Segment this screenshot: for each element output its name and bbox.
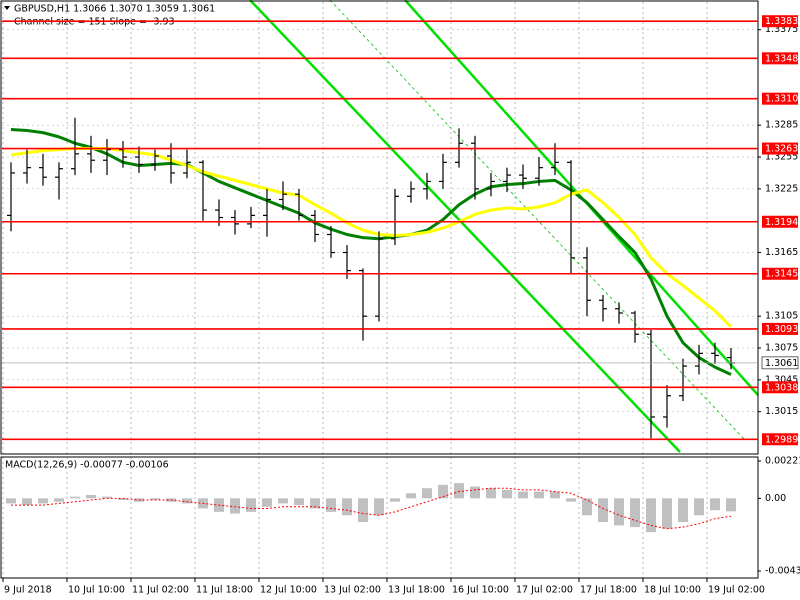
macd-bar <box>566 498 576 502</box>
level-label: 1.3038 <box>765 382 798 393</box>
macd-frame <box>0 456 759 579</box>
macd-bar <box>422 488 432 499</box>
macd-bar <box>230 498 240 514</box>
menu-arrow <box>4 6 10 10</box>
signal-line <box>11 487 732 530</box>
macd-bar <box>358 498 368 522</box>
macd-bar <box>150 498 160 501</box>
moving-average <box>10 147 733 328</box>
macd-bar <box>534 491 544 499</box>
macd-bar <box>70 496 80 499</box>
y-tick-label: 0.00221 <box>765 456 800 467</box>
macd-bar <box>326 498 336 512</box>
macd-bar <box>694 498 704 516</box>
macd-bar <box>246 498 256 512</box>
last-price-label: 1.3061 <box>765 358 798 369</box>
y-tick-label: 1.3375 <box>765 24 798 35</box>
macd-bar <box>502 489 512 499</box>
macd-bar <box>6 498 16 504</box>
macd-bar <box>598 498 608 522</box>
macd-bar <box>486 488 496 499</box>
macd-bar <box>550 491 560 499</box>
macd-bar <box>470 486 480 499</box>
x-tick-label: 10 Jul 10:00 <box>68 585 125 596</box>
moving-average <box>10 127 732 376</box>
symbol-line: GBPUSD,H1 1.3066 1.3070 1.3059 1.3061 <box>14 4 215 15</box>
macd-title: MACD(12,26,9) -0.00077 -0.00106 <box>5 460 169 471</box>
level-label: 1.3263 <box>765 144 798 155</box>
macd-bar <box>646 498 656 533</box>
macd-bar <box>662 498 672 529</box>
macd-bar <box>454 483 464 499</box>
level-label: 1.3310 <box>765 94 798 105</box>
y-tick-label: 1.3165 <box>765 247 798 258</box>
macd-bar <box>86 494 96 499</box>
level-label-box <box>762 52 798 65</box>
y-tick-label: 0.00 <box>765 493 786 504</box>
y-tick-label: 1.3285 <box>765 120 798 131</box>
x-tick-label: 16 Jul 10:00 <box>452 585 509 596</box>
x-tick-label: 11 Jul 02:00 <box>132 585 189 596</box>
macd-bar <box>406 493 416 499</box>
level-label-box <box>762 92 798 105</box>
x-tick-label: 19 Jul 02:00 <box>708 585 765 596</box>
level-label: 1.3348 <box>765 53 798 64</box>
y-tick-label: 1.3105 <box>765 311 798 322</box>
macd-bar <box>678 498 688 522</box>
x-tick-label: 9 Jul 2018 <box>4 585 52 596</box>
y-tick-label: 1.3075 <box>765 343 798 354</box>
macd-bar <box>438 484 448 499</box>
macd-bar <box>518 491 528 499</box>
y-tick-label: -0.0043 <box>765 566 800 577</box>
macd-bar <box>22 498 32 506</box>
level-label: 1.3194 <box>765 217 798 228</box>
level-label-box <box>762 381 798 394</box>
level-label-box <box>762 215 798 228</box>
channel-middle <box>329 0 746 441</box>
macd-bar <box>726 498 736 512</box>
y-tick-label: 1.3045 <box>765 374 798 385</box>
x-tick-label: 17 Jul 02:00 <box>516 585 573 596</box>
main-frame <box>0 0 759 455</box>
x-tick-label: 13 Jul 18:00 <box>388 585 445 596</box>
x-tick-label: 13 Jul 02:00 <box>324 585 381 596</box>
macd-bar <box>38 498 48 504</box>
y-tick-label: 1.3015 <box>765 406 798 417</box>
macd-bar <box>630 498 640 528</box>
x-tick-label: 17 Jul 18:00 <box>580 585 637 596</box>
channel-lower <box>249 0 681 453</box>
macd-bar <box>390 498 400 502</box>
level-label: 1.3383 <box>765 16 798 27</box>
level-label-box <box>762 322 798 335</box>
macd-bar <box>310 498 320 509</box>
level-label: 1.3145 <box>765 269 798 280</box>
macd-bar <box>262 498 272 507</box>
macd-bar <box>374 498 384 516</box>
macd-bar <box>582 498 592 516</box>
level-label-box <box>762 142 798 155</box>
level-label: 1.3093 <box>765 324 798 335</box>
x-tick-label: 18 Jul 10:00 <box>644 585 701 596</box>
macd-bar <box>294 498 304 506</box>
macd-bar <box>278 498 288 504</box>
level-label: 1.2989 <box>765 434 798 445</box>
macd-bar <box>102 496 112 499</box>
macd-bar <box>614 498 624 526</box>
macd-bar <box>54 498 64 502</box>
level-label-box <box>762 15 798 28</box>
x-tick-label: 11 Jul 18:00 <box>196 585 253 596</box>
macd-bar <box>118 498 128 501</box>
y-tick-label: 1.3225 <box>765 183 798 194</box>
last-price-box <box>761 356 799 370</box>
level-label-box <box>762 267 798 280</box>
macd-bar <box>182 498 192 504</box>
y-tick-label: 1.3255 <box>765 152 798 163</box>
x-tick-label: 12 Jul 10:00 <box>260 585 317 596</box>
macd-bar <box>710 498 720 511</box>
macd-bar <box>342 498 352 516</box>
level-label-box <box>762 433 798 446</box>
